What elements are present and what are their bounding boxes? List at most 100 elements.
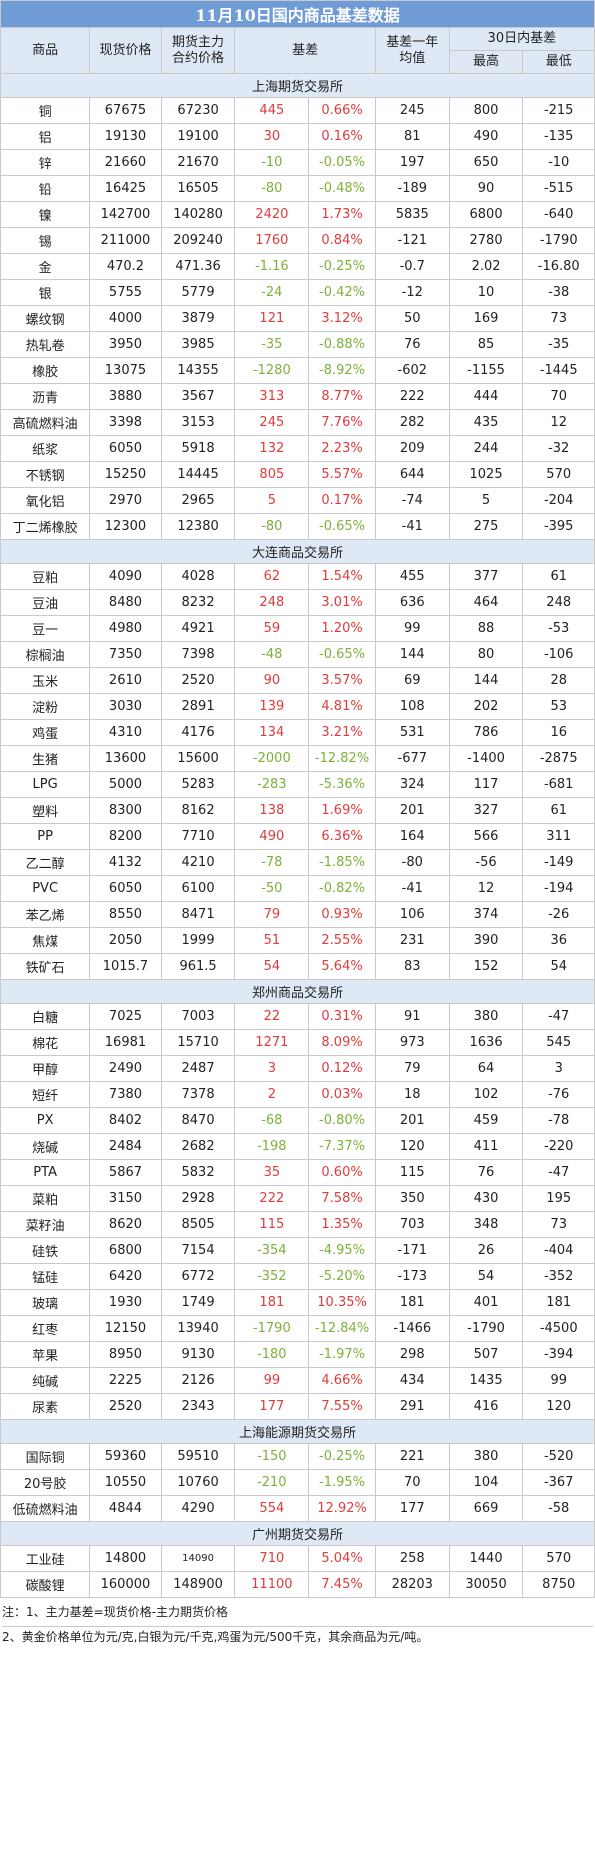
basis-percent: -7.37% xyxy=(308,1133,376,1160)
futures-price: 5918 xyxy=(160,435,236,462)
basis-30d-min: -1445 xyxy=(522,357,595,384)
basis-percent: -0.88% xyxy=(308,331,376,358)
basis-30d-min: -204 xyxy=(522,487,595,514)
commodity-name: 棕榈油 xyxy=(0,641,91,668)
commodity-name: 苹果 xyxy=(0,1341,91,1368)
basis-percent: -0.25% xyxy=(308,1443,376,1470)
basis-value: -10 xyxy=(234,149,310,176)
basis-30d-min: 16 xyxy=(522,719,595,746)
basis-percent: 0.12% xyxy=(308,1055,376,1082)
basis-value: 710 xyxy=(234,1545,310,1572)
basis-year-average: -189 xyxy=(374,175,450,202)
table-row: 国际铜 59360 59510 -150 -0.25% 221 380 -520 xyxy=(0,1443,595,1470)
basis-value: -1280 xyxy=(234,357,310,384)
table-row: PVC 6050 6100 -50 -0.82% -41 12 -194 xyxy=(0,875,595,902)
commodity-name: 生猪 xyxy=(0,745,91,772)
spot-price: 7025 xyxy=(89,1003,162,1030)
table-row: 苯乙烯 8550 8471 79 0.93% 106 374 -26 xyxy=(0,901,595,928)
basis-30d-min: 248 xyxy=(522,589,595,616)
futures-price: 67230 xyxy=(160,97,236,124)
commodity-name: 焦煤 xyxy=(0,927,91,954)
basis-percent: 8.77% xyxy=(308,383,376,410)
spot-price: 7350 xyxy=(89,641,162,668)
table-row: 纸浆 6050 5918 132 2.23% 209 244 -32 xyxy=(0,435,595,462)
basis-value: -24 xyxy=(234,279,310,306)
futures-price: 2487 xyxy=(160,1055,236,1082)
futures-price: 4176 xyxy=(160,719,236,746)
futures-price: 961.5 xyxy=(160,953,236,980)
basis-value: -80 xyxy=(234,175,310,202)
section-header-row: 郑州商品交易所 xyxy=(0,979,595,1004)
header-futures: 期货主力合约价格 xyxy=(160,27,236,74)
basis-percent: -1.97% xyxy=(308,1341,376,1368)
spot-price: 470.2 xyxy=(89,253,162,280)
table-row: 锰硅 6420 6772 -352 -5.20% -173 54 -352 xyxy=(0,1263,595,1290)
basis-percent: 0.60% xyxy=(308,1159,376,1186)
basis-year-average: 245 xyxy=(374,97,450,124)
futures-price: 2965 xyxy=(160,487,236,514)
spot-price: 2970 xyxy=(89,487,162,514)
header-basis: 基差 xyxy=(234,27,376,74)
table-row: 铜 67675 67230 445 0.66% 245 800 -215 xyxy=(0,97,595,124)
spot-price: 3150 xyxy=(89,1185,162,1212)
table-row: 螺纹钢 4000 3879 121 3.12% 50 169 73 xyxy=(0,305,595,332)
basis-30d-max: 464 xyxy=(448,589,524,616)
basis-30d-min: 54 xyxy=(522,953,595,980)
spot-price: 8200 xyxy=(89,823,162,850)
spot-price: 2610 xyxy=(89,667,162,694)
table-row: 尿素 2520 2343 177 7.55% 291 416 120 xyxy=(0,1393,595,1420)
spot-price: 160000 xyxy=(89,1571,162,1598)
basis-year-average: -41 xyxy=(374,513,450,540)
basis-value: 222 xyxy=(234,1185,310,1212)
spot-price: 3030 xyxy=(89,693,162,720)
basis-value: 490 xyxy=(234,823,310,850)
table-row: 菜粕 3150 2928 222 7.58% 350 430 195 xyxy=(0,1185,595,1212)
spot-price: 8620 xyxy=(89,1211,162,1238)
futures-price: 7710 xyxy=(160,823,236,850)
basis-value: 248 xyxy=(234,589,310,616)
commodity-name: PTA xyxy=(0,1159,91,1186)
basis-value: 138 xyxy=(234,797,310,824)
spot-price: 2050 xyxy=(89,927,162,954)
basis-year-average: 18 xyxy=(374,1081,450,1108)
basis-30d-max: -1155 xyxy=(448,357,524,384)
futures-price: 209240 xyxy=(160,227,236,254)
basis-year-average: 531 xyxy=(374,719,450,746)
table-row: 铝 19130 19100 30 0.16% 81 490 -135 xyxy=(0,123,595,150)
commodity-name: 工业硅 xyxy=(0,1545,91,1572)
commodity-name: 沥青 xyxy=(0,383,91,410)
basis-30d-max: 390 xyxy=(448,927,524,954)
basis-value: 132 xyxy=(234,435,310,462)
spot-price: 5000 xyxy=(89,771,162,798)
header-range30: 30日内基差 xyxy=(448,27,595,51)
basis-year-average: 231 xyxy=(374,927,450,954)
basis-30d-max: 6800 xyxy=(448,201,524,228)
basis-percent: -0.82% xyxy=(308,875,376,902)
basis-year-average: 79 xyxy=(374,1055,450,1082)
futures-price: 8162 xyxy=(160,797,236,824)
section-header-row: 上海期货交易所 xyxy=(0,73,595,98)
basis-30d-max: 380 xyxy=(448,1443,524,1470)
basis-value: 313 xyxy=(234,383,310,410)
basis-year-average: 350 xyxy=(374,1185,450,1212)
spot-price: 2225 xyxy=(89,1367,162,1394)
futures-price: 19100 xyxy=(160,123,236,150)
basis-percent: 7.76% xyxy=(308,409,376,436)
basis-30d-max: 102 xyxy=(448,1081,524,1108)
basis-30d-min: -53 xyxy=(522,615,595,642)
basis-30d-min: -35 xyxy=(522,331,595,358)
basis-value: 181 xyxy=(234,1289,310,1316)
commodity-name: 螺纹钢 xyxy=(0,305,91,332)
basis-30d-max: 650 xyxy=(448,149,524,176)
basis-value: 554 xyxy=(234,1495,310,1522)
basis-30d-max: 2.02 xyxy=(448,253,524,280)
table-row: 焦煤 2050 1999 51 2.55% 231 390 36 xyxy=(0,927,595,954)
basis-30d-min: 53 xyxy=(522,693,595,720)
basis-30d-min: -58 xyxy=(522,1495,595,1522)
table-row: 生猪 13600 15600 -2000 -12.82% -677 -1400 -2875 xyxy=(0,745,595,772)
commodity-name: PX xyxy=(0,1107,91,1134)
basis-value: 35 xyxy=(234,1159,310,1186)
spot-price: 1930 xyxy=(89,1289,162,1316)
basis-percent: 2.23% xyxy=(308,435,376,462)
basis-value: 79 xyxy=(234,901,310,928)
